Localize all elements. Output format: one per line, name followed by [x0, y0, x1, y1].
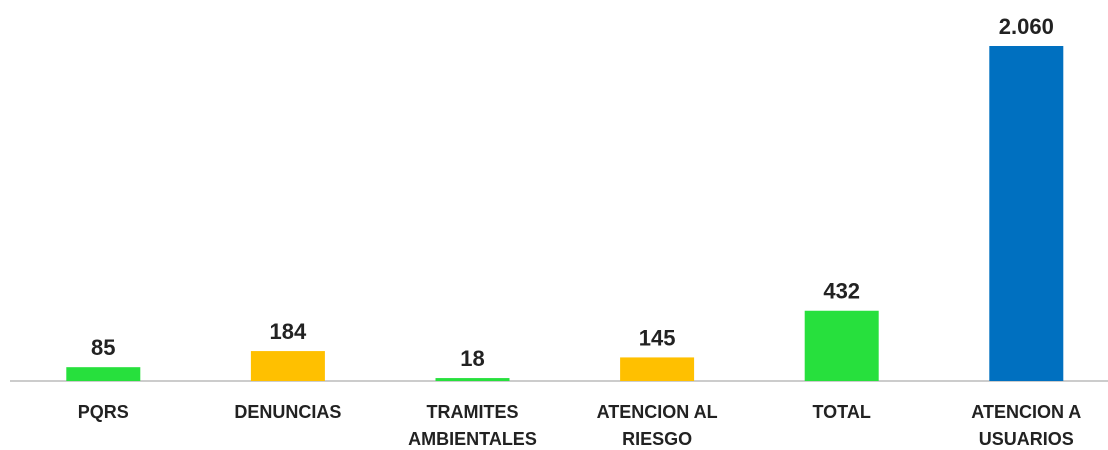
x-tick-label: ATENCION AL RIESGO: [596, 402, 718, 449]
value-label: 145: [639, 325, 676, 350]
value-label: 432: [823, 279, 860, 304]
x-tick-label: TOTAL: [812, 402, 871, 422]
bar: [250, 351, 325, 381]
bar: [435, 378, 510, 381]
value-label: 85: [91, 335, 115, 360]
x-tick-label: DENUNCIAS: [234, 402, 342, 422]
value-label: 18: [460, 346, 484, 371]
x-tick-label: TRAMITES AMBIENTALES: [408, 402, 537, 449]
bar: [620, 357, 695, 381]
x-tick-label: PQRS: [77, 402, 129, 422]
bar: [804, 310, 879, 381]
value-label: 184: [270, 319, 307, 344]
bar: [989, 46, 1064, 381]
value-label: 2.060: [999, 14, 1054, 39]
bar: [66, 367, 141, 381]
x-tick-label: ATENCION A USUARIOS: [971, 402, 1082, 449]
